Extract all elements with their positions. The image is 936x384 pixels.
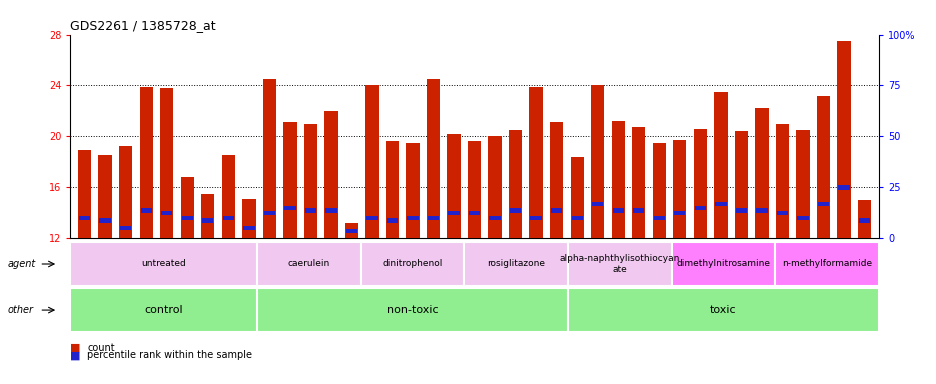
Bar bbox=[99, 218, 110, 223]
Bar bbox=[139, 87, 153, 238]
Bar bbox=[406, 143, 419, 238]
Bar bbox=[734, 131, 747, 238]
Bar bbox=[79, 216, 90, 220]
Bar bbox=[817, 202, 828, 206]
Bar bbox=[632, 127, 645, 238]
Bar bbox=[446, 134, 461, 238]
Bar bbox=[468, 211, 480, 215]
Bar bbox=[796, 130, 809, 238]
Bar bbox=[816, 96, 829, 238]
Bar bbox=[427, 79, 440, 238]
Bar bbox=[140, 208, 152, 213]
Text: percentile rank within the sample: percentile rank within the sample bbox=[87, 350, 252, 360]
Bar bbox=[119, 147, 132, 238]
Text: agent: agent bbox=[7, 259, 36, 269]
Bar bbox=[303, 124, 316, 238]
Text: other: other bbox=[7, 305, 34, 315]
Text: caerulein: caerulein bbox=[287, 260, 329, 268]
Bar bbox=[755, 208, 767, 213]
Bar bbox=[201, 194, 214, 238]
Bar bbox=[550, 208, 562, 213]
Bar bbox=[78, 150, 91, 238]
Text: n-methylformamide: n-methylformamide bbox=[782, 260, 871, 268]
Bar bbox=[735, 208, 746, 213]
Bar bbox=[284, 206, 295, 210]
Bar bbox=[775, 124, 788, 238]
Bar bbox=[325, 208, 336, 213]
Bar bbox=[857, 200, 870, 238]
Bar bbox=[571, 216, 582, 220]
Bar bbox=[633, 208, 644, 213]
Bar bbox=[387, 218, 398, 223]
Text: ■: ■ bbox=[70, 350, 80, 360]
Bar bbox=[161, 211, 172, 215]
Bar bbox=[508, 130, 521, 238]
Bar bbox=[467, 141, 481, 238]
Bar bbox=[181, 177, 194, 238]
Bar bbox=[488, 136, 502, 238]
Bar bbox=[694, 206, 705, 210]
Bar bbox=[365, 86, 378, 238]
Bar bbox=[713, 92, 726, 238]
Text: count: count bbox=[87, 343, 114, 353]
Bar bbox=[858, 218, 870, 223]
Bar bbox=[222, 156, 235, 238]
Text: ■: ■ bbox=[70, 343, 80, 353]
Text: untreated: untreated bbox=[141, 260, 185, 268]
Text: control: control bbox=[144, 305, 183, 315]
Text: rosiglitazone: rosiglitazone bbox=[487, 260, 545, 268]
Bar bbox=[98, 156, 111, 238]
Bar bbox=[611, 121, 624, 238]
Bar bbox=[345, 228, 357, 233]
Bar bbox=[797, 216, 808, 220]
Bar bbox=[570, 157, 583, 238]
Bar bbox=[838, 185, 849, 190]
Bar bbox=[489, 216, 500, 220]
Bar bbox=[591, 86, 604, 238]
Bar bbox=[672, 140, 686, 238]
Bar bbox=[549, 122, 563, 238]
Bar bbox=[612, 208, 623, 213]
Bar bbox=[223, 216, 234, 220]
Bar bbox=[243, 226, 255, 230]
Bar bbox=[509, 208, 520, 213]
Bar bbox=[448, 211, 460, 215]
Bar bbox=[324, 111, 337, 238]
Bar bbox=[366, 216, 377, 220]
Bar bbox=[241, 199, 256, 238]
Bar bbox=[407, 216, 418, 220]
Bar bbox=[304, 208, 315, 213]
Bar bbox=[386, 141, 399, 238]
Text: non-toxic: non-toxic bbox=[387, 305, 438, 315]
Bar bbox=[283, 122, 296, 238]
Bar bbox=[160, 88, 173, 238]
Bar bbox=[262, 79, 276, 238]
Bar bbox=[652, 143, 665, 238]
Bar bbox=[344, 223, 358, 238]
Bar bbox=[776, 211, 787, 215]
Bar bbox=[428, 216, 439, 220]
Bar bbox=[693, 129, 707, 238]
Text: toxic: toxic bbox=[709, 305, 736, 315]
Bar bbox=[263, 211, 275, 215]
Bar bbox=[592, 202, 603, 206]
Text: dinitrophenol: dinitrophenol bbox=[382, 260, 442, 268]
Text: dimethylnitrosamine: dimethylnitrosamine bbox=[676, 260, 769, 268]
Bar bbox=[653, 216, 665, 220]
Bar bbox=[182, 216, 193, 220]
Bar bbox=[837, 41, 850, 238]
Bar bbox=[530, 216, 541, 220]
Text: GDS2261 / 1385728_at: GDS2261 / 1385728_at bbox=[70, 19, 215, 32]
Text: alpha-naphthylisothiocyan
ate: alpha-naphthylisothiocyan ate bbox=[559, 254, 680, 274]
Bar bbox=[529, 87, 542, 238]
Bar bbox=[754, 108, 768, 238]
Bar bbox=[673, 211, 685, 215]
Bar bbox=[120, 226, 131, 230]
Bar bbox=[202, 218, 213, 223]
Bar bbox=[714, 202, 725, 206]
